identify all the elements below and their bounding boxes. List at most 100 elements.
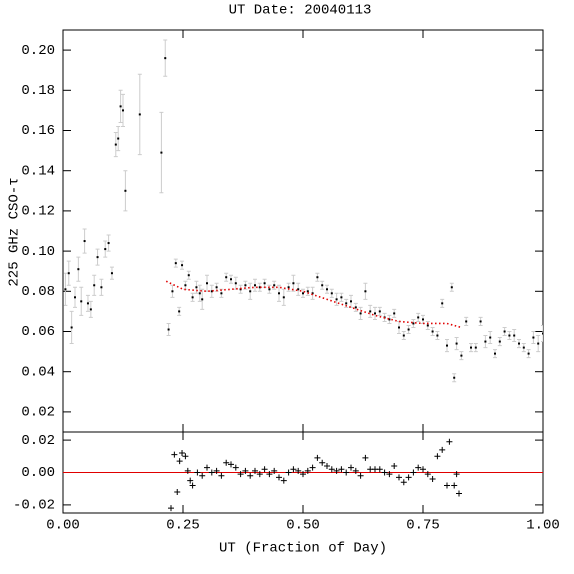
point [232,464,239,471]
point [398,326,400,329]
point [276,474,282,481]
point [381,469,388,476]
point [453,471,460,478]
point [107,242,110,245]
x-tick-label: 0.50 [286,518,320,534]
point [489,336,492,339]
point [439,446,446,453]
y-tick-label: 0.16 [21,123,55,139]
point [400,479,407,486]
point [282,296,285,299]
y-tick-label: 0.10 [21,244,55,260]
point [343,469,350,476]
point [201,298,204,301]
point [178,310,181,313]
point [316,276,319,279]
point [460,354,463,357]
x-tick-label: 1.00 [526,518,560,534]
point [455,342,458,345]
point [184,467,191,474]
point [64,288,67,291]
point [436,334,439,337]
y-tick-label: 0.02 [21,405,55,421]
y-tick-label: 0.04 [21,364,55,380]
y-tick-label: 0.20 [21,43,55,59]
plot-frame [62,29,544,433]
point [179,450,186,457]
point [256,471,263,478]
point [364,290,367,293]
y-tick-label: 0.06 [21,324,55,340]
point [218,472,225,479]
point [508,334,511,337]
y-tick-label: 0.00 [21,465,55,481]
error-bar [541,324,543,343]
point [242,467,249,474]
point [100,286,103,289]
point [171,451,178,458]
point [451,482,458,489]
point [83,240,86,243]
point [417,316,420,319]
point [86,302,89,305]
point [189,482,196,489]
x-tick-label: 0.00 [46,518,80,534]
point [280,477,287,484]
point [309,464,316,471]
point [67,272,70,275]
point [333,467,340,474]
point [479,320,482,323]
point [258,286,261,289]
point [426,324,429,327]
point [441,302,444,305]
point [110,272,113,275]
point [213,467,220,474]
point [268,288,271,291]
point [369,310,372,313]
point [362,454,369,461]
point [160,151,163,154]
point [271,467,278,474]
point [167,328,170,331]
point [225,276,228,279]
point [80,300,83,303]
point [498,340,501,343]
point [302,292,304,295]
point [522,346,525,349]
point [295,467,302,474]
point [429,475,436,482]
point [208,469,215,476]
point [314,454,321,461]
point [237,471,244,478]
point [114,143,117,146]
point [326,288,328,291]
y-axis-label: 225 GHz CSO-τ [7,177,23,286]
point [198,292,201,295]
point [174,262,177,265]
point [191,296,194,299]
point [465,320,468,323]
point [407,328,410,331]
point [249,290,252,293]
point [537,342,540,345]
point [206,282,208,285]
point [434,453,441,460]
point [518,342,520,345]
point [138,113,141,116]
point [359,312,362,315]
point [273,284,276,287]
x-axis-label: UT (Fraction of Day) [219,541,387,557]
point [335,298,338,301]
point [252,467,258,474]
point [338,466,345,473]
point [424,471,431,478]
y-tick-label: 0.08 [21,284,55,300]
point [182,453,189,460]
point [328,466,335,473]
x-tick-label: 0.25 [166,518,200,534]
point [330,292,333,295]
point [181,264,184,267]
point [453,376,456,379]
point [470,346,472,349]
point [199,472,206,479]
